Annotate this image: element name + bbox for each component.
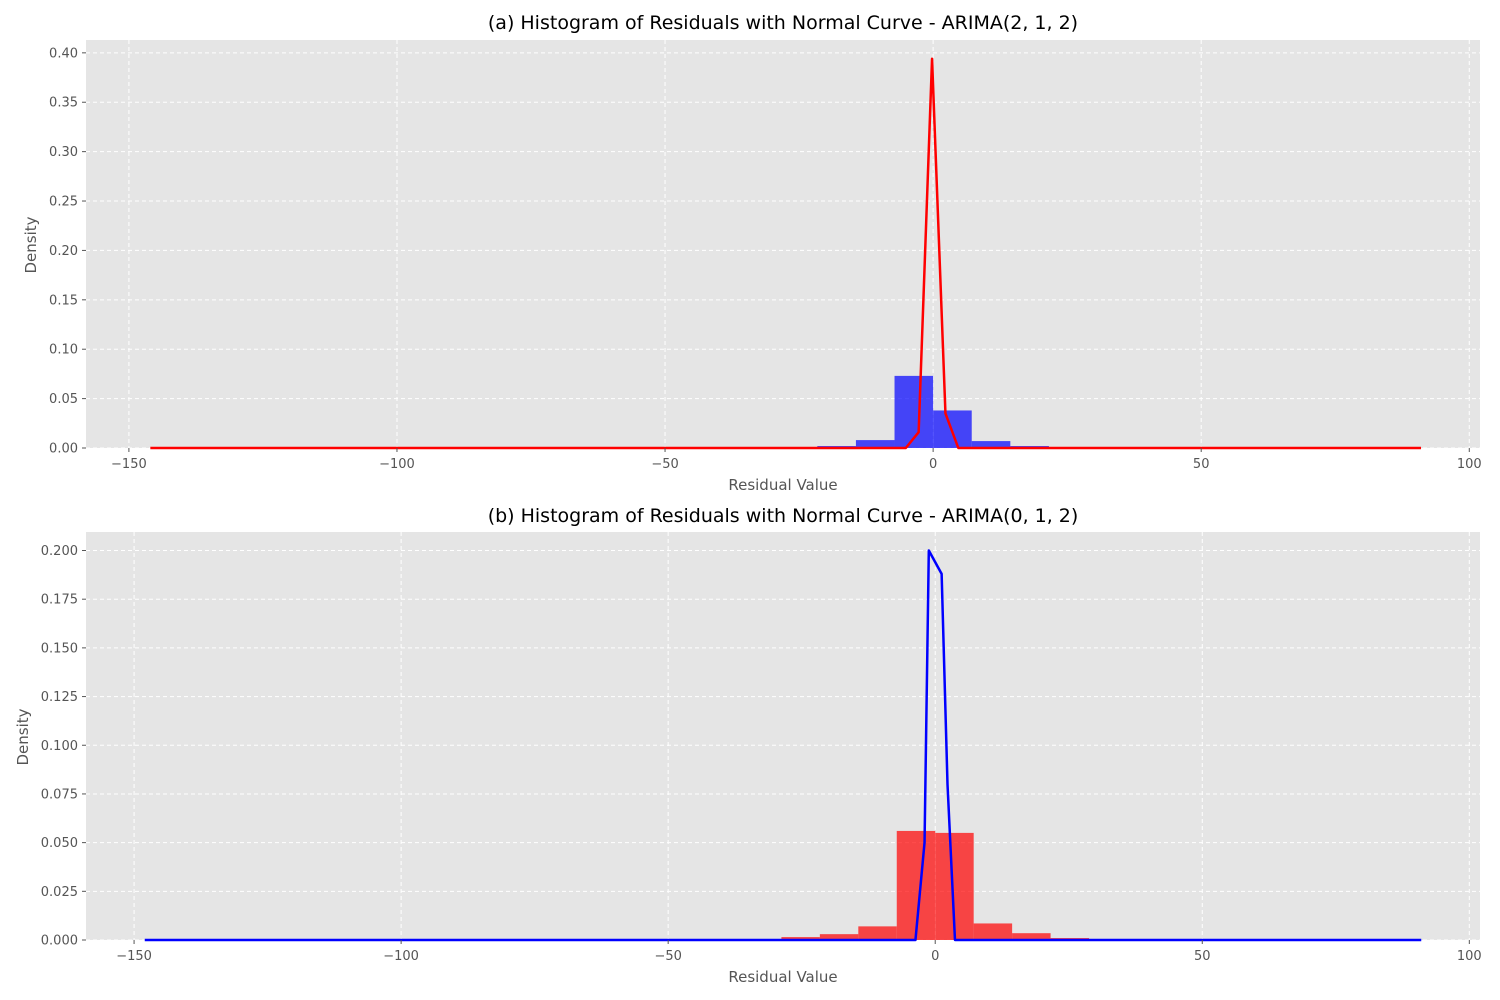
x-tick-label: 50 — [1194, 949, 1211, 964]
x-tick-label: −50 — [651, 457, 678, 472]
normal-curve-line — [144, 549, 1422, 942]
y-tick-label: 0.30 — [49, 145, 78, 160]
histogram-bar — [858, 926, 897, 940]
x-tick-label: 0 — [931, 949, 939, 964]
normal-curve-a — [150, 57, 1422, 450]
histogram-bar — [781, 937, 820, 940]
x-tick-label: −50 — [654, 949, 681, 964]
histogram-bar — [1012, 933, 1051, 940]
y-tick-label: 0.200 — [41, 544, 78, 559]
y-tick-label: 0.050 — [41, 836, 78, 851]
chart-panel-b: −150 −100 −50 0 50 100 0.000 0.025 0.050 0.075 0.1… — [14, 505, 1482, 984]
histogram-bar — [894, 375, 934, 448]
x-tick-label: 100 — [1457, 457, 1482, 472]
normal-curve-line — [150, 57, 1422, 450]
y-tick-label: 0.40 — [49, 46, 78, 61]
y-axis-label-a: Density — [22, 216, 40, 273]
y-tick-label: 0.00 — [49, 442, 78, 457]
y-tick-label: 0.100 — [41, 739, 78, 754]
histogram-bar — [973, 923, 1013, 940]
y-tick-label: 0.000 — [41, 934, 78, 949]
x-axis-label-a: Residual Value — [728, 476, 837, 492]
y-tick-label: 0.175 — [41, 593, 78, 608]
y-tick-label: 0.125 — [41, 690, 78, 705]
plot-area-a — [86, 40, 1480, 448]
chart-panel-a: −150 −100 −50 0 50 100 0.00 0.05 0.10 0.15 0.20 0.2… — [22, 12, 1482, 492]
y-tick-label: 0.025 — [41, 885, 78, 900]
x-tick-label: 50 — [1193, 457, 1210, 472]
y-tick-label: 0.20 — [49, 244, 78, 259]
tick-labels-a: −150 −100 −50 0 50 100 0.00 0.05 0.10 0.15 0.20 0.2… — [49, 46, 1482, 472]
x-tick-label: 100 — [1457, 949, 1482, 964]
y-tick-label: 0.05 — [49, 392, 78, 407]
x-tick-label: 0 — [929, 457, 937, 472]
x-tick-label: −150 — [116, 949, 152, 964]
x-tick-label: −100 — [379, 457, 415, 472]
y-tick-label: 0.10 — [49, 343, 78, 358]
y-tick-label: 0.15 — [49, 293, 78, 308]
normal-curve-b — [144, 549, 1422, 942]
x-tick-label: −100 — [383, 949, 419, 964]
y-tick-label: 0.075 — [41, 787, 78, 802]
histogram-bar — [819, 934, 859, 940]
y-tick-label: 0.150 — [41, 641, 78, 656]
y-axis-label-b: Density — [14, 708, 32, 765]
tick-labels-b: −150 −100 −50 0 50 100 0.000 0.025 0.050 0.075 0.1… — [41, 544, 1482, 964]
x-axis-label-b: Residual Value — [728, 968, 837, 984]
chart-title-a: (a) Histogram of Residuals with Normal C… — [488, 12, 1078, 34]
plot-area-b — [86, 532, 1480, 940]
histogram-bar — [971, 441, 1011, 448]
y-tick-label: 0.35 — [49, 96, 78, 111]
histogram-bar — [855, 440, 895, 448]
chart-title-b: (b) Histogram of Residuals with Normal C… — [488, 505, 1079, 527]
x-tick-label: −150 — [111, 457, 147, 472]
y-tick-label: 0.25 — [49, 195, 78, 210]
